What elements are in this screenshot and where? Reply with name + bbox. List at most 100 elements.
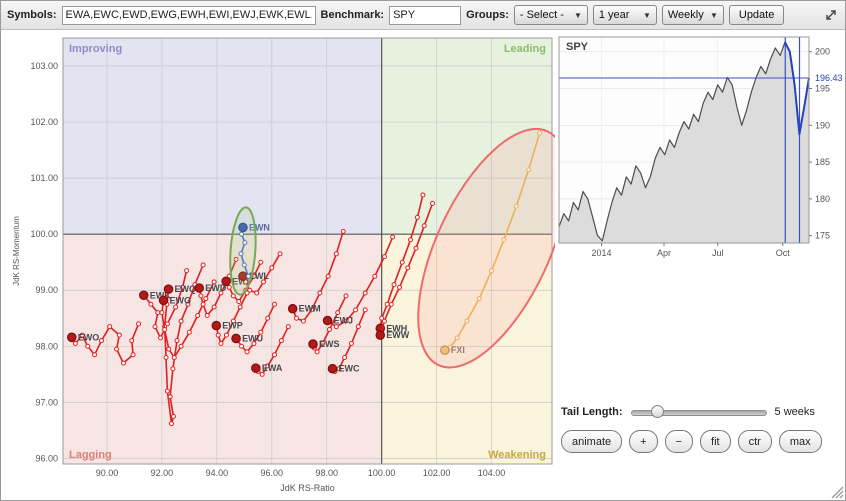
trail-EWJ[interactable]: EWJ (322, 234, 396, 330)
trail-EWI[interactable]: EWI (221, 259, 264, 304)
svg-text:102.00: 102.00 (30, 117, 58, 127)
svg-text:92.00: 92.00 (151, 468, 174, 478)
symbols-label: Symbols: (7, 9, 57, 21)
trail-EWP[interactable]: EWP (211, 290, 250, 346)
quadrant-label-lagging: Lagging (69, 449, 112, 461)
trail-label-EWQ: EWQ (174, 284, 196, 294)
trail-label-EWG: EWG (170, 295, 192, 305)
fxi-highlight-ellipse (417, 127, 555, 369)
tail-length-row: Tail Length: 5 weeks (561, 402, 843, 422)
tail-length-label: Tail Length: (561, 406, 623, 418)
benchmark-title: SPY (566, 41, 589, 53)
fit-button[interactable]: fit (700, 430, 731, 453)
svg-text:175: 175 (815, 231, 830, 241)
svg-text:Oct: Oct (776, 248, 791, 258)
trail-EWA[interactable]: EWA (251, 324, 291, 377)
animate-button[interactable]: animate (561, 430, 623, 453)
resize-grip-icon[interactable] (831, 486, 844, 499)
trail-label-EWS: EWS (319, 339, 340, 349)
trail-label-EWO: EWO (78, 332, 100, 342)
trail-label-EWM: EWM (299, 304, 321, 314)
svg-text:200: 200 (815, 47, 830, 57)
ewn-highlight-ellipse (229, 206, 257, 296)
trail-label-EWK: EWK (150, 290, 171, 300)
trail-EWW[interactable]: EWW (375, 200, 435, 340)
chevron-down-icon: ▼ (709, 10, 718, 20)
rrg-chart[interactable]: 96.00 97.00 98.00 99.00 100.00 101.00 102.00 10… (9, 34, 555, 496)
trail-label-EWH: EWH (386, 323, 407, 333)
trail-EWM[interactable]: EWM (287, 228, 346, 324)
chevron-down-icon: ▼ (573, 10, 582, 20)
svg-text:100.00: 100.00 (368, 468, 396, 478)
update-button[interactable]: Update (728, 5, 785, 25)
zoom-in-button[interactable]: + (629, 430, 658, 453)
benchmark-input[interactable] (389, 5, 462, 25)
tail-length-value: 5 weeks (774, 406, 815, 418)
trail-label-EWA: EWA (262, 363, 283, 373)
groups-select-value: - Select - (519, 9, 564, 21)
period-select[interactable]: 1 year ▼ (592, 5, 657, 25)
quadrant-label-improving: Improving (69, 43, 122, 55)
trail-EWC[interactable]: EWC (327, 307, 368, 375)
trail-EWH[interactable]: EWH (375, 192, 426, 333)
svg-text:99.00: 99.00 (35, 285, 58, 295)
trail-label-EWL: EWL (249, 271, 269, 281)
trail-EWL[interactable]: EWL (238, 251, 283, 296)
trail-EWN[interactable]: EWN (238, 222, 270, 279)
trail-EWS[interactable]: EWS (308, 293, 349, 355)
svg-text:101.00: 101.00 (30, 173, 58, 183)
frequency-select-value: Weekly (667, 9, 704, 21)
slider-thumb[interactable] (651, 405, 665, 418)
svg-text:104.00: 104.00 (478, 468, 506, 478)
tail-length-slider[interactable] (630, 404, 767, 420)
svg-text:98.00: 98.00 (35, 341, 58, 351)
svg-text:180: 180 (815, 194, 830, 204)
trail-label-EWI: EWI (232, 276, 249, 286)
trail-label-EWU: EWU (242, 333, 263, 343)
frequency-select[interactable]: Weekly ▼ (661, 5, 724, 25)
trail-EWU[interactable]: EWU (231, 301, 278, 355)
svg-text:102.00: 102.00 (423, 468, 451, 478)
svg-text:Jul: Jul (712, 248, 724, 258)
svg-text:94.00: 94.00 (206, 468, 229, 478)
quadrant-lagging (63, 234, 382, 464)
trail-EWK[interactable]: EWK (138, 268, 190, 341)
trail-EWG[interactable]: EWG (158, 279, 217, 360)
svg-text:103.00: 103.00 (30, 61, 58, 71)
quadrant-label-leading: Leading (504, 43, 546, 55)
trail-label-EWJ: EWJ (334, 316, 354, 326)
svg-text:96.00: 96.00 (261, 468, 284, 478)
center-button[interactable]: ctr (737, 430, 772, 453)
trail-label-EWD: EWD (205, 283, 226, 293)
trail-label-EWN: EWN (249, 222, 270, 232)
svg-text:97.00: 97.00 (35, 397, 58, 407)
benchmark-last-price: 196.43 (815, 73, 843, 83)
zoom-out-button[interactable]: − (664, 430, 694, 453)
rrg-xlabel: JdK RS-Ratio (280, 483, 335, 493)
trail-FXI[interactable]: FXI (440, 130, 543, 355)
svg-text:98.00: 98.00 (315, 468, 338, 478)
quadrant-improving (63, 38, 382, 235)
groups-select[interactable]: - Select - ▼ (513, 5, 588, 25)
svg-text:2014: 2014 (591, 248, 611, 258)
chevron-down-icon: ▼ (642, 10, 651, 20)
max-button[interactable]: max (778, 430, 822, 453)
period-select-value: 1 year (598, 9, 630, 21)
trail-label-FXI: FXI (451, 345, 465, 355)
toolbar: Symbols: Benchmark: Groups: - Select - ▼… (1, 1, 845, 30)
expand-icon[interactable] (823, 7, 839, 23)
chart-buttons-row: animate + − fit ctr max (561, 430, 822, 453)
trail-label-EWP: EWP (222, 321, 243, 331)
trail-EWO[interactable]: EWO (66, 321, 142, 366)
svg-text:190: 190 (815, 120, 830, 130)
svg-text:96.00: 96.00 (35, 453, 58, 463)
slider-track[interactable] (630, 410, 767, 416)
trail-label-EWC: EWC (338, 364, 359, 374)
symbols-input[interactable] (61, 5, 316, 25)
benchmark-chart: 175 180 185 190 195 200 196.43 2014 Apr Jul Oct SPY (558, 36, 843, 258)
groups-label: Groups: (466, 9, 509, 21)
trail-label-EWW: EWW (386, 330, 409, 340)
svg-text:185: 185 (815, 157, 830, 167)
svg-text:195: 195 (815, 84, 830, 94)
